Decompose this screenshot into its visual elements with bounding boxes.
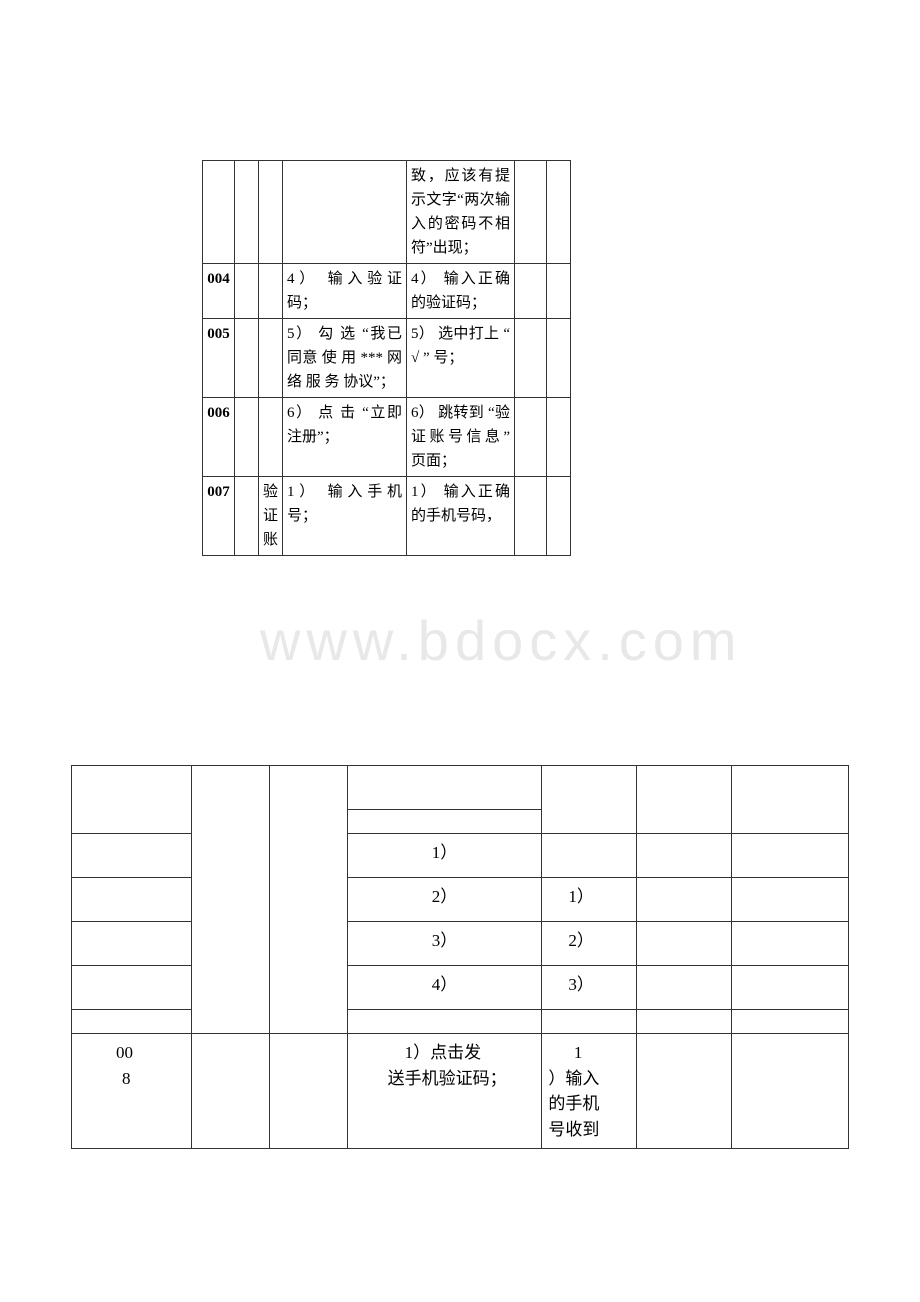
table-row: 006 6） 点 击 “立即注册”； 6） 跳转到 “验证账号信息” 页面； <box>203 398 571 477</box>
cell-id <box>203 161 235 264</box>
cell <box>191 1034 269 1149</box>
cell-step <box>283 161 407 264</box>
table-row <box>72 1010 849 1034</box>
cell-expected: 5） 选中打上 “ √ ” 号； <box>407 319 515 398</box>
cell <box>637 1034 732 1149</box>
cell-expected: 4） 输入正确的验证码； <box>407 264 515 319</box>
cell <box>347 766 542 810</box>
cell <box>637 878 732 922</box>
table-row: 004 4） 输入验证码； 4） 输入正确的验证码； <box>203 264 571 319</box>
cell-module <box>259 398 283 477</box>
cell-empty <box>515 319 547 398</box>
cell: 1）输入的手机号收到 <box>542 1034 637 1149</box>
table-row: 008 1）点击发送手机验证码； 1）输入的手机号收到 <box>72 1034 849 1149</box>
cell-empty <box>235 161 259 264</box>
cell-id: 007 <box>203 477 235 556</box>
cell-step: 4） 输入验证码； <box>283 264 407 319</box>
cell-module <box>259 161 283 264</box>
cell <box>347 810 542 834</box>
cell: 3） <box>347 922 542 966</box>
cell-empty <box>515 161 547 264</box>
cell-empty <box>547 319 571 398</box>
cell-module <box>259 264 283 319</box>
bottom-test-case-table: 1） 2） 1） 3） 2） 4） 3） 008 1）点击发送 <box>71 765 849 1149</box>
cell <box>637 834 732 878</box>
cell-empty <box>547 264 571 319</box>
cell: 1）点击发送手机验证码； <box>347 1034 542 1149</box>
cell <box>637 1010 732 1034</box>
cell-id: 004 <box>203 264 235 319</box>
cell <box>542 834 637 878</box>
cell-module: 验证账 <box>259 477 283 556</box>
cell <box>542 766 637 834</box>
table-row: 3） 2） <box>72 922 849 966</box>
table-row: 005 5） 勾 选 “我已同意 使 用 *** 网 络 服 务 协议”； 5）… <box>203 319 571 398</box>
cell <box>72 878 192 922</box>
cell <box>637 922 732 966</box>
cell-expected: 1） 输入正确的手机号码， <box>407 477 515 556</box>
cell <box>732 766 849 834</box>
cell <box>637 966 732 1010</box>
table-row <box>72 766 849 810</box>
cell-expected: 6） 跳转到 “验证账号信息” 页面； <box>407 398 515 477</box>
cell <box>72 966 192 1010</box>
cell-expected: 致，应该有提示文字“两次输入的密码不相符”出现； <box>407 161 515 264</box>
cell-empty <box>235 477 259 556</box>
cell-empty <box>547 161 571 264</box>
table-row: 2） 1） <box>72 878 849 922</box>
table-row: 1） <box>72 834 849 878</box>
watermark-text: www.bdocx.com <box>260 608 743 673</box>
cell-id: 006 <box>203 398 235 477</box>
cell-module <box>259 319 283 398</box>
cell <box>732 834 849 878</box>
cell: 1） <box>347 834 542 878</box>
cell <box>637 766 732 834</box>
cell: 2） <box>542 922 637 966</box>
cell-empty <box>547 477 571 556</box>
cell-empty <box>235 319 259 398</box>
cell-id: 008 <box>72 1034 192 1149</box>
cell-empty <box>547 398 571 477</box>
cell-empty <box>235 264 259 319</box>
cell: 3） <box>542 966 637 1010</box>
cell-id: 005 <box>203 319 235 398</box>
cell <box>732 878 849 922</box>
cell <box>72 922 192 966</box>
cell <box>732 1034 849 1149</box>
cell <box>347 1010 542 1034</box>
cell-empty <box>515 264 547 319</box>
cell <box>191 766 269 1034</box>
cell-empty <box>515 398 547 477</box>
cell <box>269 766 347 1034</box>
table-row: 4） 3） <box>72 966 849 1010</box>
cell <box>269 1034 347 1149</box>
cell-step: 1） 输入手机号； <box>283 477 407 556</box>
cell <box>732 1010 849 1034</box>
cell: 4） <box>347 966 542 1010</box>
cell <box>72 766 192 834</box>
cell <box>72 1010 192 1034</box>
cell-step: 6） 点 击 “立即注册”； <box>283 398 407 477</box>
cell: 2） <box>347 878 542 922</box>
table-row: 007 验证账 1） 输入手机号； 1） 输入正确的手机号码， <box>203 477 571 556</box>
cell-empty <box>515 477 547 556</box>
cell: 1） <box>542 878 637 922</box>
cell <box>732 922 849 966</box>
cell-empty <box>235 398 259 477</box>
top-test-case-table: 致，应该有提示文字“两次输入的密码不相符”出现； 004 4） 输入验证码； 4… <box>202 160 571 556</box>
table-row: 致，应该有提示文字“两次输入的密码不相符”出现； <box>203 161 571 264</box>
cell <box>542 1010 637 1034</box>
cell <box>732 966 849 1010</box>
cell <box>72 834 192 878</box>
cell-step: 5） 勾 选 “我已同意 使 用 *** 网 络 服 务 协议”； <box>283 319 407 398</box>
